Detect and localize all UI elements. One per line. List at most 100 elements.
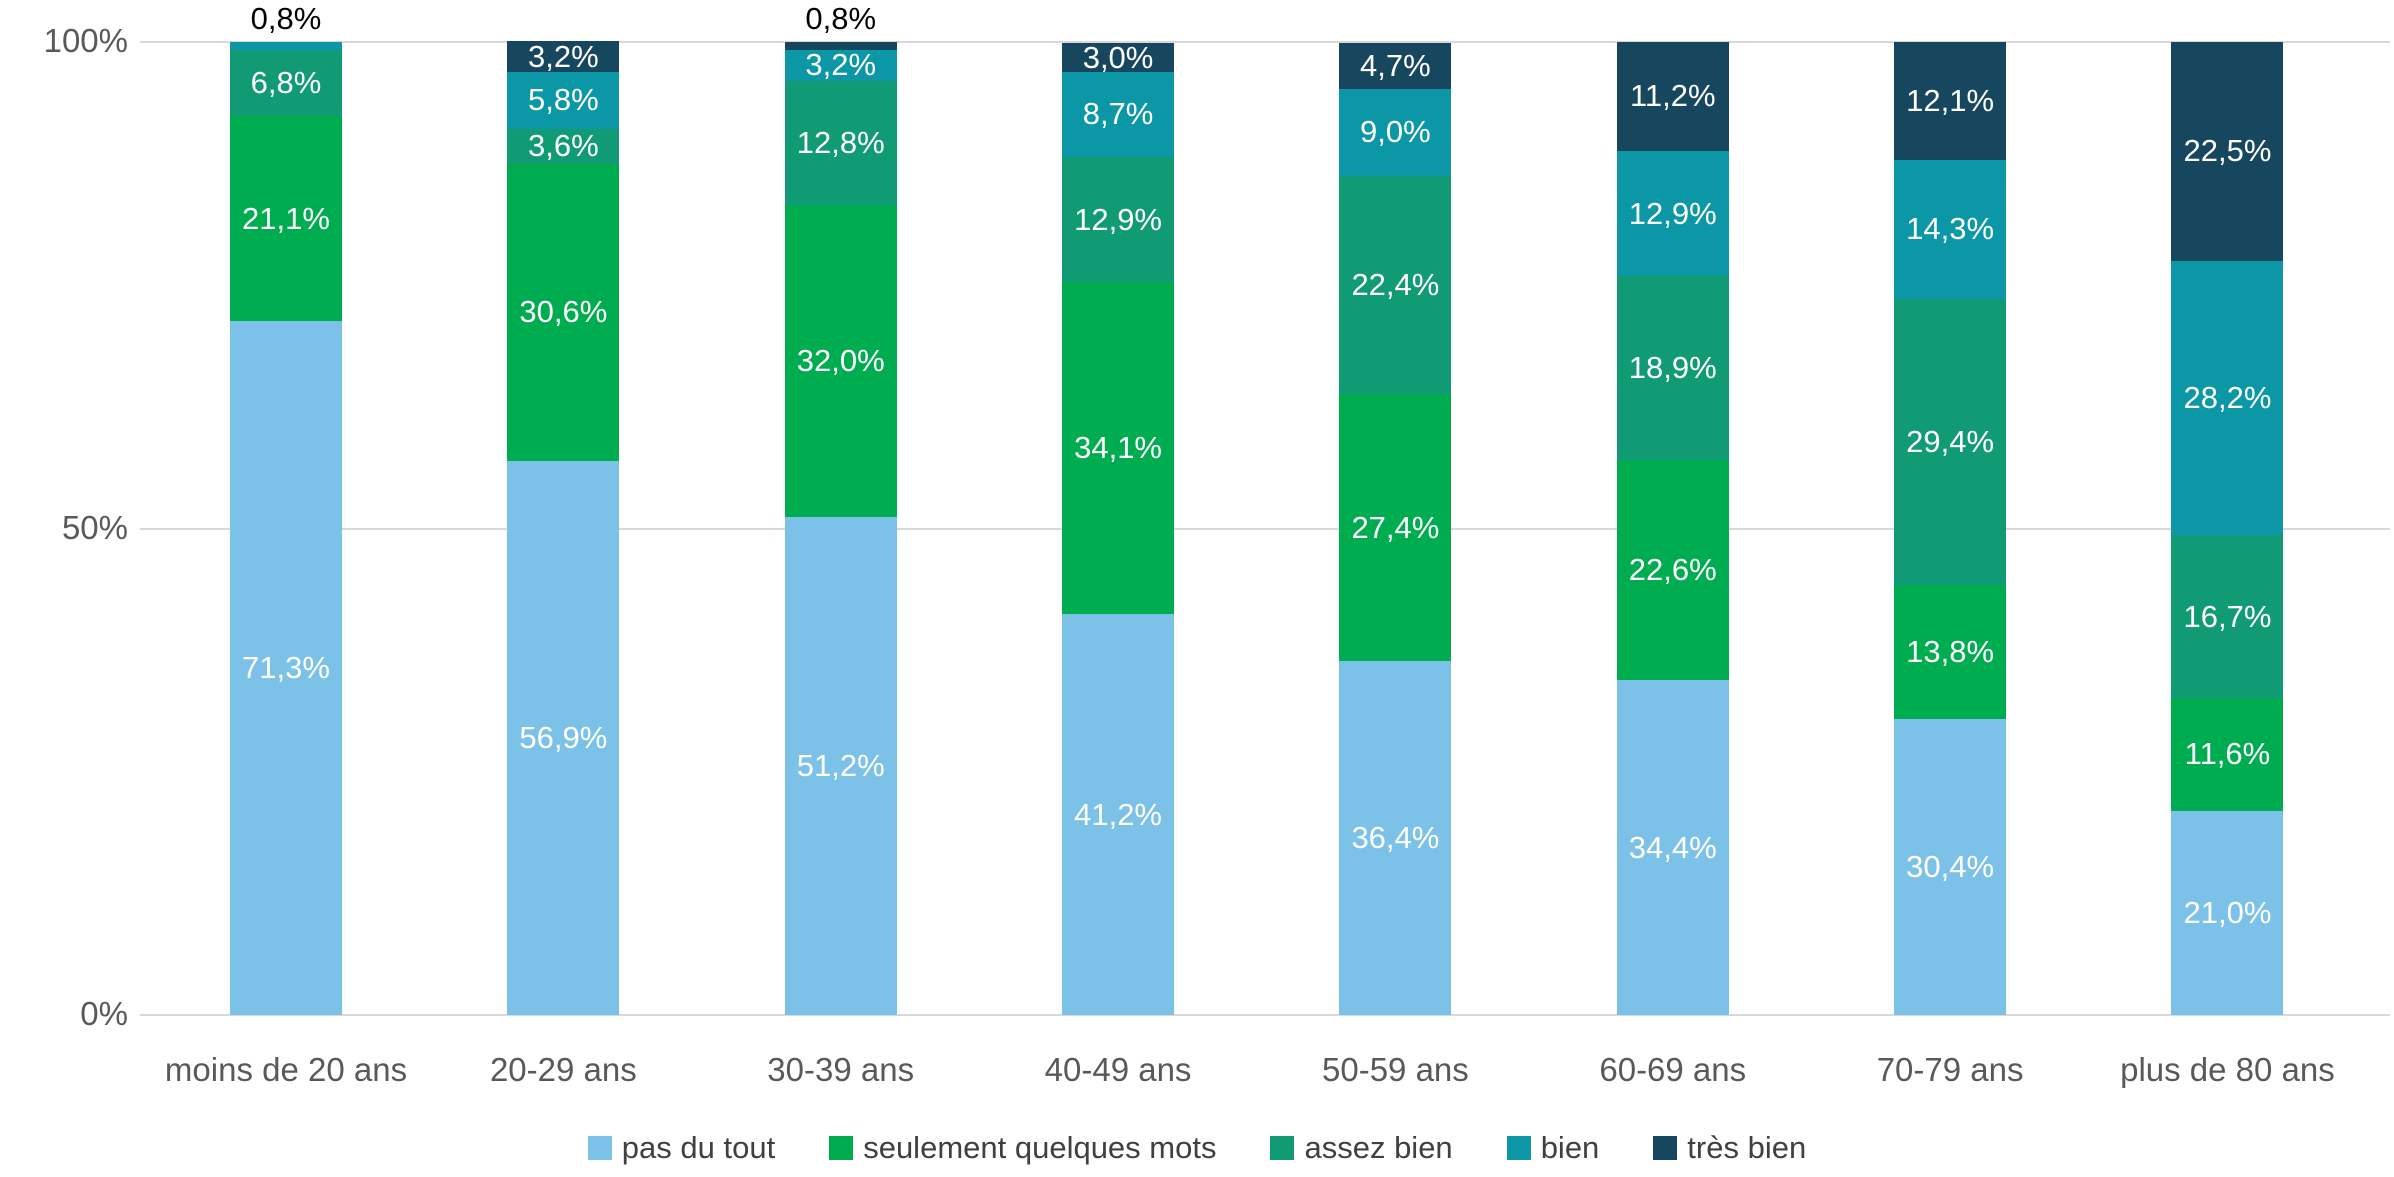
bar-segment: [2171, 810, 2284, 1015]
legend-item: seulement quelques mots: [829, 1130, 1216, 1166]
legend-label: assez bien: [1304, 1130, 1453, 1165]
category-label: 20-29 ans: [489, 1051, 637, 1088]
value-label: 14,3%: [1906, 211, 1995, 247]
bar-segment: [230, 115, 342, 322]
legend-item: très bien: [1653, 1130, 1806, 1166]
value-label: 11,6%: [2184, 736, 2271, 772]
value-label: 27,4%: [1351, 509, 1440, 545]
value-label: 12,9%: [1628, 195, 1717, 231]
value-label: 11,2%: [1629, 78, 1716, 114]
category-label: 60-69 ans: [1599, 1051, 1747, 1088]
value-label: 9,0%: [1360, 114, 1431, 150]
legend-label: très bien: [1687, 1130, 1807, 1165]
value-label: 5,8%: [528, 82, 599, 118]
category-label: 40-49 ans: [1044, 1051, 1192, 1088]
value-label: 3,0%: [1082, 39, 1154, 75]
value-label: 18,9%: [1628, 350, 1717, 386]
category-label: 50-59 ans: [1322, 1051, 1469, 1088]
value-label: 21,0%: [2183, 894, 2272, 930]
bar-segment: [1062, 156, 1175, 283]
bar-segment: [1339, 88, 1452, 177]
bar-segment: [2171, 260, 2284, 536]
bar-segment: [1894, 719, 2007, 1015]
value-label: 3,2%: [528, 38, 599, 74]
value-label: 0,8%: [805, 1, 877, 36]
bar-segment: [1894, 159, 2007, 299]
legend-item: assez bien: [1270, 1130, 1453, 1166]
legend-label: bien: [1540, 1130, 1600, 1165]
value-label: 22,5%: [2183, 133, 2272, 169]
bar-segment: [230, 49, 342, 116]
bar-segment: [784, 516, 897, 1015]
category-label: 70-79 ans: [1876, 1051, 2024, 1088]
value-label: 29,4%: [1906, 423, 1995, 459]
bar-segment: [1062, 42, 1175, 73]
legend-swatch: [1270, 1136, 1295, 1160]
bar-segment: [230, 321, 342, 1015]
value-label: 36,4%: [1351, 819, 1440, 855]
value-label: 34,1%: [1074, 430, 1162, 466]
value-label: 4,7%: [1360, 47, 1431, 83]
value-label: 56,9%: [519, 720, 608, 756]
value-label: 12,9%: [1074, 201, 1162, 237]
category-label: 30-39 ans: [767, 1051, 915, 1088]
y-tick-label: 50%: [61, 508, 128, 546]
category-label: plus de 80 ans: [2120, 1051, 2335, 1088]
bar-segment: [784, 42, 897, 50]
legend-swatch: [1653, 1136, 1678, 1160]
bar-segment: [1894, 42, 2007, 160]
legend: pas du tout seulement quelques mots assez …: [0, 1122, 2394, 1174]
bar-segment: [784, 205, 897, 517]
bar-segment: [507, 163, 620, 462]
value-label: 30,6%: [519, 294, 608, 330]
bar-segment: [1616, 42, 1729, 151]
bar-segment: [1616, 276, 1729, 461]
value-label: 16,7%: [2183, 598, 2272, 634]
legend-swatch: [587, 1136, 612, 1160]
bar-segment: [784, 49, 897, 81]
value-label: 12,8%: [796, 125, 885, 161]
value-label: 12,1%: [1906, 82, 1995, 118]
value-label: 22,6%: [1628, 552, 1717, 588]
bar-segment: [1339, 394, 1452, 661]
bar-segment: [1616, 460, 1729, 681]
bar-segment: [1894, 298, 2007, 585]
gridline: [140, 527, 2390, 530]
y-tick-label: 0%: [80, 995, 128, 1032]
bar-segment: [1339, 176, 1452, 395]
bar-segment: [507, 72, 620, 129]
bar-segment: [2171, 535, 2284, 698]
value-label: 3,2%: [805, 47, 877, 83]
value-label: 32,0%: [796, 343, 885, 379]
gridline: [140, 41, 2390, 43]
value-label: 8,7%: [1082, 96, 1154, 132]
legend-swatch: [1506, 1136, 1531, 1160]
value-label: 41,2%: [1074, 796, 1162, 832]
legend-item: bien: [1506, 1130, 1600, 1166]
bar-segment: [230, 42, 342, 50]
value-label: 0,8%: [250, 1, 322, 36]
bar-segment: [1339, 660, 1452, 1015]
bar-segment: [1062, 282, 1175, 615]
bar-segment: [1062, 72, 1175, 157]
bar-segment: [1062, 614, 1175, 1015]
value-label: 30,4%: [1906, 849, 1995, 885]
value-label: 51,2%: [796, 747, 885, 783]
bar-segment: [1894, 584, 2007, 720]
bar-segment: [2171, 697, 2284, 811]
legend-label: pas du tout: [621, 1130, 776, 1165]
legend-swatch: [829, 1136, 854, 1160]
value-label: 13,8%: [1906, 634, 1995, 670]
bar-segment: [1616, 150, 1729, 277]
bar-segment: [507, 461, 620, 1015]
value-label: 6,8%: [250, 64, 322, 100]
value-label: 28,2%: [2183, 380, 2272, 416]
bar-segment: [1339, 42, 1452, 89]
value-label: 71,3%: [242, 650, 330, 686]
value-label: 34,4%: [1628, 829, 1717, 865]
bar-segment: [507, 41, 620, 73]
value-label: 22,4%: [1351, 267, 1440, 303]
bar-segment: [784, 80, 897, 206]
category-label: moins de 20 ans: [164, 1051, 408, 1088]
y-tick-label: 100%: [43, 22, 128, 59]
